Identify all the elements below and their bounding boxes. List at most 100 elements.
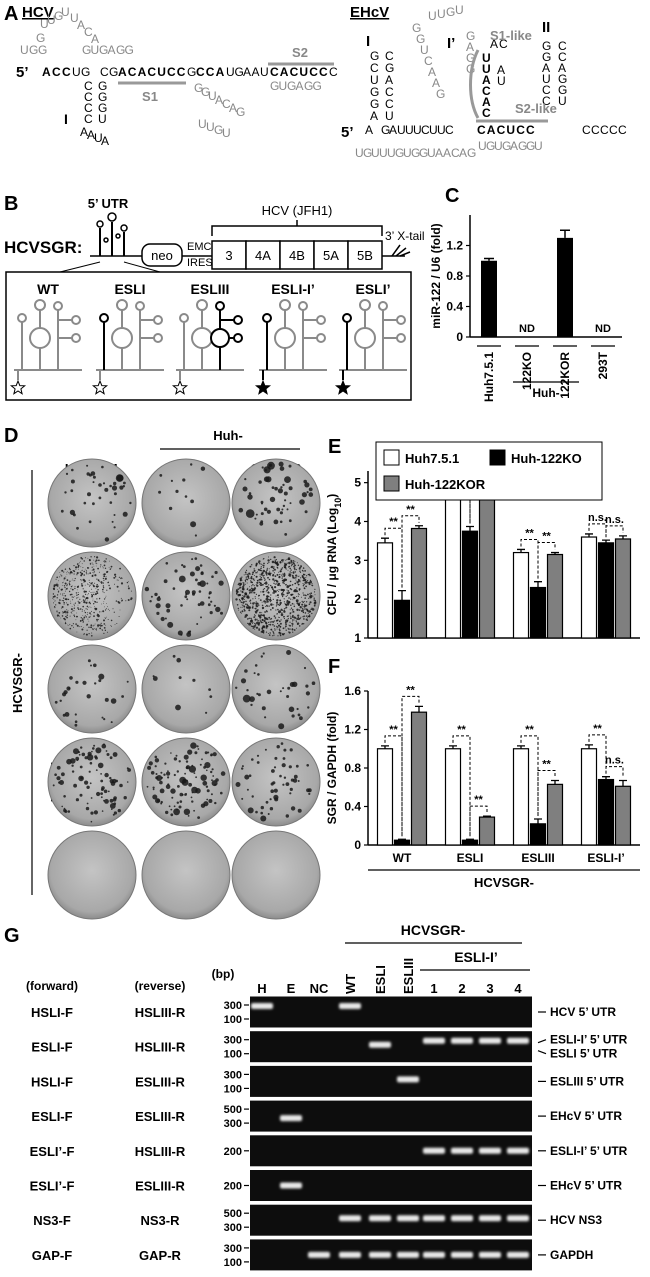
colony [92,625,94,627]
colony [86,629,88,631]
colony [82,599,85,601]
colony [65,615,67,618]
colony [309,595,311,597]
colony [76,759,79,761]
colony [304,574,306,576]
nucleotide: G [81,65,90,79]
colony [272,570,274,572]
colony [283,564,287,567]
colony [292,572,295,574]
nucleotide: C [147,65,156,79]
colony [271,607,274,609]
error-bar [585,744,593,749]
colony [302,567,305,569]
colony [297,616,299,619]
colony [246,788,249,791]
error-bar [466,838,474,841]
colony [55,578,57,580]
colony [105,595,107,597]
band [423,1215,445,1222]
colony [260,576,262,579]
colony [275,559,277,561]
sequence: GUGAGG [82,43,134,57]
colony [303,594,305,596]
size-marker: 300 [224,1243,242,1255]
colony [113,492,117,496]
colony [60,574,62,576]
sequence: CACUCC [270,65,328,79]
colony [69,676,73,680]
colony [254,598,256,599]
significance-label: ** [525,724,534,736]
nucleotide: U [370,73,379,87]
colony [92,475,96,479]
colony [82,578,85,582]
colony [299,606,302,609]
colony [93,615,95,617]
product-label: GAPDH [550,1248,593,1262]
colony [104,617,106,619]
nucleotide: A [243,65,251,79]
colony [298,594,300,596]
colony [309,601,312,604]
nucleotide: A [510,139,518,153]
colony [73,565,75,567]
colony [66,573,68,575]
colony [251,573,254,576]
colony [287,569,289,571]
colony [284,476,291,483]
colony [176,808,179,811]
colony [272,592,274,594]
size-marker: 300 [224,1118,242,1130]
error-bar [415,525,423,529]
sequence: C [329,65,338,79]
colony [288,597,290,599]
colony [248,622,252,626]
y-axis-label-part: CFU / μg RNA (Log [325,508,339,616]
construct-name: ESLI [114,281,145,297]
colony [263,577,266,579]
colony [83,560,85,562]
colony [265,622,268,625]
colony [291,584,294,586]
significance-bracket [520,538,539,579]
colony [95,588,97,590]
colony [294,582,296,585]
colony [99,611,101,613]
colony [262,566,265,569]
colony [279,570,282,573]
colony [218,580,224,586]
colony [77,600,79,602]
colony [113,481,117,486]
colony [182,565,186,568]
legend-label: Huh-122KOR [405,477,486,492]
colony [303,479,308,484]
colony [203,766,207,769]
colony [93,744,96,747]
size-marker: 100 [224,1014,242,1026]
schematic [71,315,81,325]
colony [100,773,102,775]
colony [84,615,86,617]
colony [248,605,250,607]
colony [98,581,100,582]
colony [96,618,98,621]
product-tick [537,1050,547,1055]
colony [298,579,301,582]
colony [254,628,256,630]
colony [295,620,297,621]
colony [117,579,119,581]
colony [72,599,74,601]
colony [300,616,302,618]
colony [300,566,302,568]
colony [278,610,281,614]
nucleotide: G [363,146,372,160]
colony [99,597,101,599]
colony [74,720,78,723]
colony [291,628,293,630]
colony [114,624,116,626]
colony [95,769,98,771]
colony [61,569,64,572]
